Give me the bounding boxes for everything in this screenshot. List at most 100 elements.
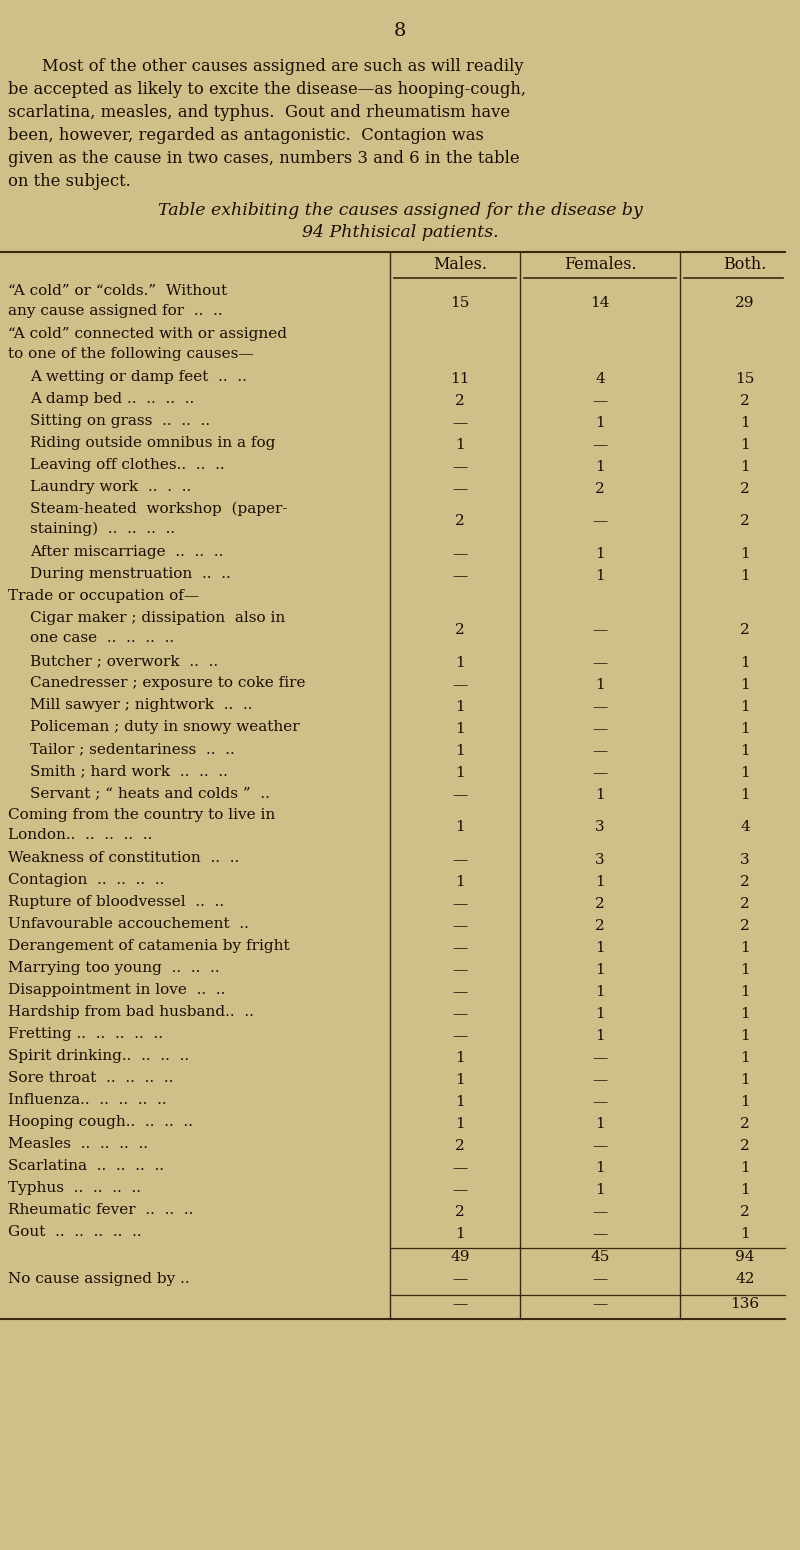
Text: 1: 1 [595,460,605,474]
Text: given as the cause in two cases, numbers 3 and 6 in the table: given as the cause in two cases, numbers… [8,150,520,167]
Text: 45: 45 [590,1249,610,1263]
Text: Sitting on grass  ..  ..  ..: Sitting on grass .. .. .. [30,414,210,428]
Text: Canedresser ; exposure to coke fire: Canedresser ; exposure to coke fire [30,676,306,690]
Text: 1: 1 [455,1228,465,1242]
Text: 1: 1 [740,1008,750,1021]
Text: —: — [452,963,468,976]
Text: 1: 1 [740,460,750,474]
Text: Laundry work  ..  .  ..: Laundry work .. . .. [30,480,191,494]
Text: Influenza..  ..  ..  ..  ..: Influenza.. .. .. .. .. [8,1093,166,1107]
Text: 1: 1 [595,963,605,976]
Text: Females.: Females. [564,256,636,273]
Text: During menstruation  ..  ..: During menstruation .. .. [30,567,230,581]
Text: 1: 1 [595,876,605,890]
Text: 1: 1 [740,1051,750,1065]
Text: 1: 1 [740,439,750,453]
Text: 1: 1 [740,701,750,715]
Text: Sore throat  ..  ..  ..  ..: Sore throat .. .. .. .. [8,1071,174,1085]
Text: 2: 2 [455,1139,465,1153]
Text: 29: 29 [735,296,754,310]
Text: 3: 3 [595,853,605,866]
Text: 1: 1 [595,569,605,583]
Text: Policeman ; duty in snowy weather: Policeman ; duty in snowy weather [30,721,300,735]
Text: 1: 1 [455,744,465,758]
Text: 15: 15 [735,372,754,386]
Text: Both.: Both. [723,256,766,273]
Text: 2: 2 [740,482,750,496]
Text: 1: 1 [595,941,605,955]
Text: any cause assigned for  ..  ..: any cause assigned for .. .. [8,304,222,318]
Text: been, however, regarded as antagonistic.  Contagion was: been, however, regarded as antagonistic.… [8,127,484,144]
Text: —: — [452,677,468,691]
Text: 1: 1 [595,1029,605,1043]
Text: —: — [592,1228,608,1242]
Text: 1: 1 [595,1118,605,1132]
Text: London..  ..  ..  ..  ..: London.. .. .. .. .. [8,828,152,842]
Text: —: — [592,656,608,670]
Text: 1: 1 [595,984,605,1000]
Text: —: — [592,1094,608,1108]
Text: 1: 1 [455,656,465,670]
Text: —: — [452,787,468,801]
Text: 2: 2 [455,1204,465,1218]
Text: 94: 94 [735,1249,754,1263]
Text: Tailor ; sedentariness  ..  ..: Tailor ; sedentariness .. .. [30,742,234,756]
Text: —: — [592,1297,608,1311]
Text: 1: 1 [740,656,750,670]
Text: Most of the other causes assigned are such as will readily: Most of the other causes assigned are su… [42,57,524,74]
Text: 1: 1 [455,1118,465,1132]
Text: —: — [592,701,608,715]
Text: “A cold” or “colds.”  Without: “A cold” or “colds.” Without [8,284,227,298]
Text: 136: 136 [730,1297,759,1311]
Text: 1: 1 [740,569,750,583]
Text: Hooping cough..  ..  ..  ..: Hooping cough.. .. .. .. [8,1114,193,1128]
Text: —: — [452,1008,468,1021]
Text: 8: 8 [394,22,406,40]
Text: Typhus  ..  ..  ..  ..: Typhus .. .. .. .. [8,1181,141,1195]
Text: one case  ..  ..  ..  ..: one case .. .. .. .. [30,631,174,645]
Text: 1: 1 [740,547,750,561]
Text: Unfavourable accouchement  ..: Unfavourable accouchement .. [8,918,249,932]
Text: 2: 2 [740,623,750,637]
Text: 49: 49 [450,1249,470,1263]
Text: 2: 2 [740,897,750,911]
Text: 1: 1 [740,677,750,691]
Text: No cause assigned by ..: No cause assigned by .. [8,1273,190,1286]
Text: —: — [592,1073,608,1087]
Text: Leaving off clothes..  ..  ..: Leaving off clothes.. .. .. [30,457,225,473]
Text: 14: 14 [590,296,610,310]
Text: 2: 2 [595,897,605,911]
Text: —: — [452,984,468,1000]
Text: 3: 3 [595,820,605,834]
Text: 1: 1 [455,1094,465,1108]
Text: —: — [592,766,608,780]
Text: 1: 1 [595,677,605,691]
Text: 1: 1 [595,1008,605,1021]
Text: Trade or occupation of—: Trade or occupation of— [8,589,199,603]
Text: “A cold” connected with or assigned: “A cold” connected with or assigned [8,327,287,341]
Text: 2: 2 [740,1118,750,1132]
Text: 15: 15 [450,296,470,310]
Text: Disappointment in love  ..  ..: Disappointment in love .. .. [8,983,226,997]
Text: 2: 2 [455,394,465,408]
Text: —: — [592,439,608,453]
Text: 11: 11 [450,372,470,386]
Text: 1: 1 [740,984,750,1000]
Text: Scarlatina  ..  ..  ..  ..: Scarlatina .. .. .. .. [8,1159,164,1173]
Text: 2: 2 [740,1204,750,1218]
Text: 1: 1 [455,820,465,834]
Text: 4: 4 [740,820,750,834]
Text: —: — [452,1161,468,1175]
Text: be accepted as likely to excite the disease—as hooping-cough,: be accepted as likely to excite the dise… [8,81,526,98]
Text: 1: 1 [740,1094,750,1108]
Text: —: — [592,394,608,408]
Text: 4: 4 [595,372,605,386]
Text: Fretting ..  ..  ..  ..  ..: Fretting .. .. .. .. .. [8,1028,163,1042]
Text: —: — [452,460,468,474]
Text: 1: 1 [455,701,465,715]
Text: 1: 1 [595,787,605,801]
Text: —: — [452,1183,468,1197]
Text: —: — [592,744,608,758]
Text: —: — [452,897,468,911]
Text: 1: 1 [740,415,750,429]
